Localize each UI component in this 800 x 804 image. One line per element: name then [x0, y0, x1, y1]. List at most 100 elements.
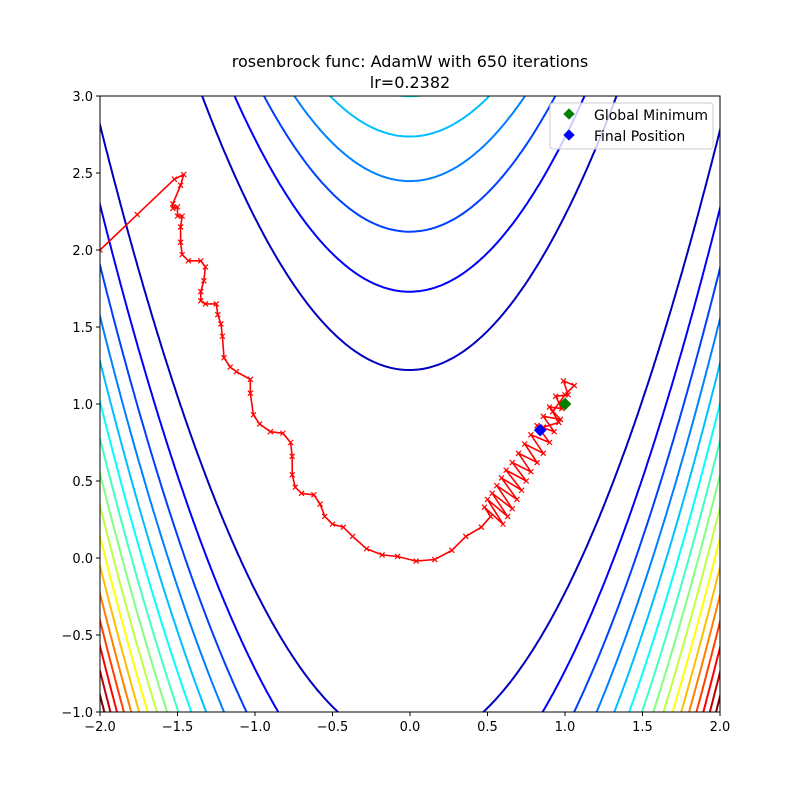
path-point: [250, 411, 257, 418]
contour-level-1650: [100, 561, 720, 712]
path-point: [498, 474, 505, 481]
path-point: [515, 450, 522, 457]
path-point: [256, 421, 263, 427]
y-tick-label: 1.5: [72, 321, 93, 336]
path-point: [552, 393, 559, 400]
path-point: [413, 558, 420, 565]
contour-level-900: [100, 96, 720, 712]
path-point: [214, 311, 221, 318]
path-point: [481, 504, 488, 511]
path-point: [289, 471, 296, 478]
path-point: [287, 439, 294, 446]
x-tick-label: 1.5: [632, 720, 653, 735]
path-point: [540, 450, 547, 457]
path-point: [549, 408, 556, 415]
path-point: [534, 459, 541, 466]
path-point: [557, 416, 564, 423]
legend-label-global-minimum: Global Minimum: [594, 108, 708, 124]
x-tick-label: 0.0: [400, 720, 421, 735]
path-point: [489, 490, 496, 497]
x-tick-label: −0.5: [317, 720, 349, 735]
path-point: [169, 205, 176, 212]
contour-level-600: [100, 96, 720, 712]
contour-lines: [100, 96, 720, 712]
path-point: [134, 211, 141, 218]
path-point: [217, 320, 224, 327]
y-tick-label: 0.0: [72, 552, 93, 567]
path-point: [292, 484, 299, 491]
contour-level-2100: [100, 641, 720, 712]
legend-final-position-icon: [563, 129, 575, 141]
path-point: [221, 354, 227, 361]
path-point: [540, 413, 547, 420]
path-point: [180, 171, 187, 178]
path-point: [321, 513, 328, 520]
path-point: [200, 277, 207, 284]
path-point: [179, 213, 186, 220]
path-point: [177, 182, 184, 189]
path-point: [179, 251, 186, 258]
path-point: [177, 223, 184, 230]
chart-title: rosenbrock func: AdamW with 650 iteratio…: [232, 52, 589, 71]
y-tick-label: 2.0: [72, 244, 93, 259]
contour-level-450: [100, 96, 720, 712]
path-point: [448, 547, 455, 554]
contour-level-2250: [100, 667, 720, 712]
path-point: [100, 247, 103, 253]
path-point: [247, 390, 254, 397]
path-point: [462, 533, 469, 540]
plot-frame: [99, 95, 721, 713]
path-point: [509, 459, 516, 466]
path-point: [363, 545, 370, 552]
path-point: [174, 203, 181, 210]
path-point: [169, 200, 176, 207]
path-point: [267, 428, 274, 435]
path-point: [171, 176, 178, 183]
path-point: [562, 391, 568, 398]
path-point: [527, 468, 534, 475]
y-tick-label: 2.5: [72, 167, 93, 182]
path-point: [523, 478, 530, 484]
y-tick-label: 0.5: [72, 475, 93, 490]
path-point: [202, 264, 209, 270]
path-point: [379, 551, 386, 558]
path-point: [521, 441, 528, 447]
chart-subtitle: lr=0.2382: [370, 73, 450, 92]
y-axis: −1.0 −0.5 0.0 0.5 1.0 1.5 2.0 2.5 3.0: [61, 90, 100, 721]
contour-level-300: [100, 96, 720, 712]
path-point: [197, 288, 204, 295]
path-point: [349, 533, 356, 540]
path-point: [514, 496, 520, 503]
path-point: [571, 382, 578, 389]
x-tick-label: 1.0: [555, 720, 576, 735]
path-point: [560, 377, 567, 384]
legend: Global Minimum Final Position: [549, 102, 714, 150]
path-point: [213, 300, 220, 307]
path-point: [500, 521, 506, 528]
path-point: [279, 430, 286, 437]
path-point: [478, 524, 485, 531]
x-tick-label: −1.0: [239, 720, 271, 735]
contour-level-150: [100, 96, 720, 712]
y-tick-label: 1.0: [72, 398, 93, 413]
path-point: [298, 490, 305, 497]
legend-box: [549, 102, 714, 150]
path-line: [100, 172, 576, 562]
path-point: [551, 428, 558, 435]
path-point: [504, 513, 511, 520]
optimizer-path: [100, 171, 578, 565]
path-point: [202, 300, 209, 307]
contour-level-1800: [100, 589, 720, 712]
path-point: [247, 376, 254, 383]
x-tick-label: −1.5: [162, 720, 194, 735]
legend-label-final-position: Final Position: [594, 129, 685, 145]
path-point: [394, 553, 401, 560]
path-point: [509, 505, 516, 512]
contour-level-1500: [100, 532, 720, 712]
y-tick-label: −0.5: [61, 629, 93, 644]
x-axis: −2.0 −1.5 −1.0 −0.5 0.0 0.5 1.0 1.5 2.0: [84, 712, 730, 735]
path-point: [546, 439, 553, 446]
path-point: [219, 333, 226, 340]
path-point: [431, 556, 438, 563]
